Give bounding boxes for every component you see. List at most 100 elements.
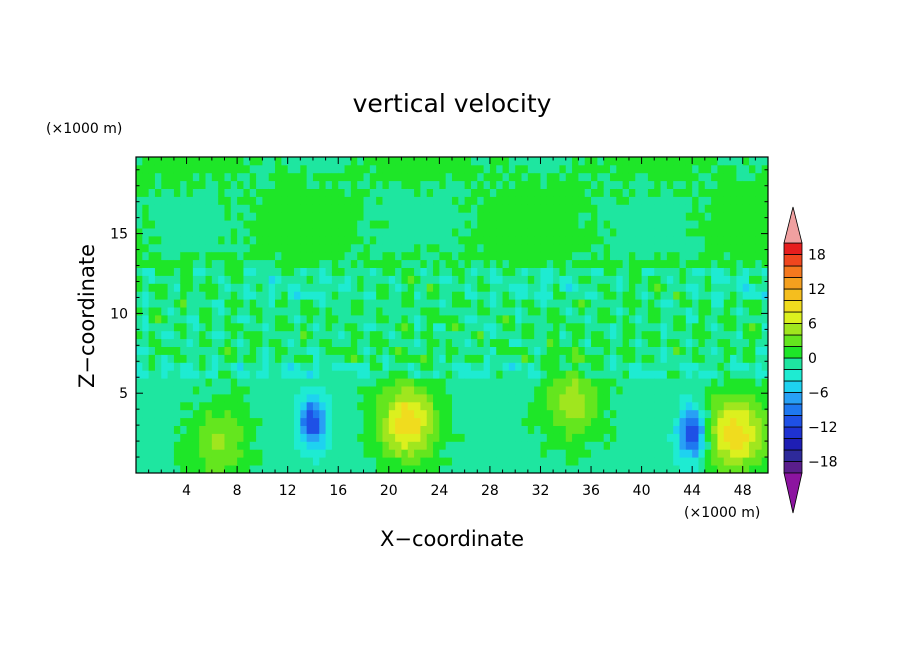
heatmap-cell xyxy=(761,204,769,213)
heatmap-cell xyxy=(186,236,194,245)
heatmap-cell xyxy=(591,259,598,268)
heatmap-cell xyxy=(154,204,162,213)
heatmap-cell xyxy=(666,417,674,426)
heatmap-cell xyxy=(730,362,737,371)
heatmap-cell xyxy=(439,386,447,395)
heatmap-cell xyxy=(540,465,548,474)
heatmap-cell xyxy=(521,196,529,205)
heatmap-cell xyxy=(357,251,364,261)
heatmap-cell xyxy=(218,322,225,332)
heatmap-cell xyxy=(761,283,769,292)
heatmap-cell xyxy=(357,291,364,300)
heatmap-cell xyxy=(230,441,238,450)
heatmap-cell xyxy=(534,172,541,182)
heatmap-cell xyxy=(464,433,472,442)
heatmap-cell xyxy=(445,180,453,189)
heatmap-cell xyxy=(287,299,295,308)
heatmap-cell xyxy=(572,196,579,205)
heatmap-cell xyxy=(610,228,617,237)
heatmap-cell xyxy=(256,346,263,355)
heatmap-cell xyxy=(673,220,680,229)
heatmap-cell xyxy=(433,228,440,237)
heatmap-cell xyxy=(692,449,699,458)
heatmap-cell xyxy=(167,243,175,253)
heatmap-cell xyxy=(319,251,326,261)
heatmap-cell xyxy=(717,346,725,355)
heatmap-cell xyxy=(237,259,244,268)
heatmap-cell xyxy=(268,204,276,213)
heatmap-cell xyxy=(673,401,680,411)
heatmap-cell xyxy=(546,315,554,324)
heatmap-cell xyxy=(679,196,687,205)
heatmap-cell xyxy=(553,346,560,355)
heatmap-cell xyxy=(584,299,592,308)
heatmap-cell xyxy=(161,291,168,300)
heatmap-cell xyxy=(230,283,238,292)
heatmap-cell xyxy=(363,243,371,253)
heatmap-cell xyxy=(660,346,668,355)
heatmap-cell xyxy=(363,386,371,395)
heatmap-cell xyxy=(628,220,636,229)
heatmap-cell xyxy=(761,275,769,284)
heatmap-cell xyxy=(388,346,396,355)
heatmap-cell xyxy=(515,220,522,229)
heatmap-cell xyxy=(578,378,586,387)
heatmap-cell xyxy=(534,180,541,189)
heatmap-cell xyxy=(736,354,744,363)
heatmap-cell xyxy=(148,425,156,434)
heatmap-cell xyxy=(224,251,232,261)
heatmap-cell xyxy=(388,164,396,174)
heatmap-cell xyxy=(300,457,308,466)
heatmap-cell xyxy=(426,180,434,189)
heatmap-cell xyxy=(256,196,263,205)
heatmap-cell xyxy=(698,338,706,347)
heatmap-cell xyxy=(610,204,617,213)
heatmap-cell xyxy=(148,180,156,189)
heatmap-cell xyxy=(597,346,605,355)
heatmap-cell xyxy=(673,243,680,253)
heatmap-cell xyxy=(173,299,181,308)
heatmap-cell xyxy=(357,307,364,316)
heatmap-cell xyxy=(635,259,642,268)
heatmap-cell xyxy=(470,251,478,261)
heatmap-cell xyxy=(584,267,592,276)
heatmap-cell xyxy=(736,259,744,268)
heatmap-cell xyxy=(464,338,472,347)
heatmap-cell xyxy=(578,401,586,411)
heatmap-cell xyxy=(445,212,453,221)
heatmap-cell xyxy=(395,338,402,347)
heatmap-cell xyxy=(452,188,459,197)
heatmap-cell xyxy=(256,307,263,316)
heatmap-cell xyxy=(319,299,326,308)
heatmap-cell xyxy=(218,433,225,442)
heatmap-cell xyxy=(161,417,168,426)
heatmap-cell xyxy=(186,315,194,324)
heatmap-cell xyxy=(414,180,421,189)
heatmap-cell xyxy=(458,362,466,371)
heatmap-cell xyxy=(578,322,586,332)
heatmap-cell xyxy=(717,243,725,253)
heatmap-cell xyxy=(199,172,206,182)
heatmap-cell xyxy=(508,370,516,379)
heatmap-cell xyxy=(616,401,624,411)
heatmap-cell xyxy=(388,465,396,474)
heatmap-cell xyxy=(603,157,611,166)
x-unit-label: (×1000 m) xyxy=(684,505,760,521)
heatmap-cell xyxy=(407,291,415,300)
heatmap-cell xyxy=(249,354,257,363)
heatmap-cell xyxy=(546,346,554,355)
heatmap-cell xyxy=(173,228,181,237)
heatmap-cell xyxy=(610,243,617,253)
heatmap-cell xyxy=(382,243,390,253)
heatmap-cell xyxy=(458,299,466,308)
heatmap-cell xyxy=(218,164,225,174)
heatmap-cell xyxy=(679,433,687,442)
heatmap-cell xyxy=(407,283,415,292)
heatmap-cell xyxy=(502,299,510,308)
heatmap-cell xyxy=(218,354,225,363)
heatmap-cell xyxy=(262,394,270,403)
heatmap-cell xyxy=(312,425,320,434)
heatmap-cell xyxy=(591,417,598,426)
heatmap-cell xyxy=(464,212,472,221)
heatmap-cell xyxy=(679,346,687,355)
